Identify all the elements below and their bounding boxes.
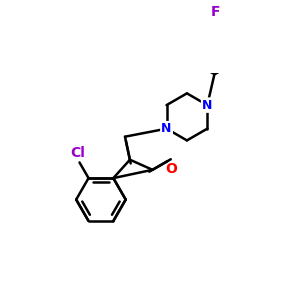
Text: N: N [202,99,212,112]
Text: N: N [161,122,172,135]
Text: F: F [211,4,220,19]
Text: O: O [165,162,177,176]
Text: Cl: Cl [70,146,85,160]
